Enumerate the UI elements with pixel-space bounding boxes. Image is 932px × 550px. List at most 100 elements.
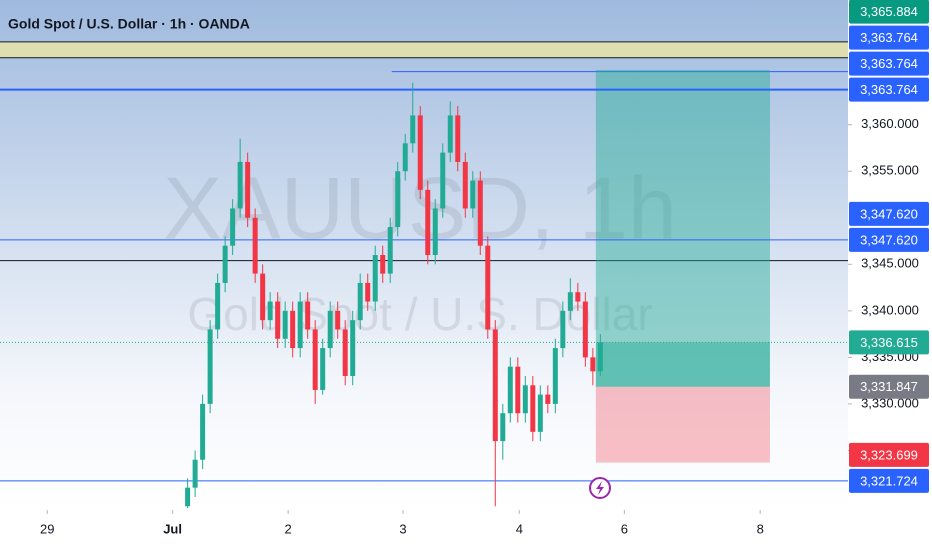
profit-zone (595, 69, 770, 387)
candle-body (522, 385, 528, 414)
candle-body (432, 208, 438, 255)
candle-body (507, 366, 513, 414)
candle-body (447, 115, 453, 153)
x-tick-label: Jul (163, 521, 182, 536)
candle-body (297, 301, 303, 349)
candle-body (582, 301, 588, 358)
x-tick-label: 6 (621, 521, 628, 536)
candle-body (425, 189, 431, 255)
price-label: 3,336.615 (860, 335, 918, 350)
candle-body (237, 161, 243, 209)
candle-body (417, 115, 423, 190)
price-label: 3,323.699 (860, 447, 918, 462)
candle-body (537, 394, 543, 432)
time-axis-background (0, 510, 848, 550)
candle-body (335, 310, 341, 330)
candle-body (372, 255, 378, 302)
candle-body (395, 171, 401, 228)
plot-background (0, 0, 848, 510)
price-label: 3,321.724 (860, 473, 918, 488)
candle-body (185, 487, 191, 507)
candle-body (192, 459, 198, 488)
candle-body (552, 348, 558, 404)
candle-body (575, 292, 581, 302)
candle-body (387, 227, 393, 274)
candle-body (200, 403, 206, 460)
candle-body (485, 245, 491, 330)
x-tick-label: 8 (757, 521, 764, 536)
price-label-box (849, 442, 929, 467)
price-label: 3,347.620 (860, 232, 918, 247)
zone (0, 41, 848, 58)
price-label-box (849, 374, 929, 399)
candle-body (567, 292, 573, 311)
candle-body (515, 366, 521, 414)
price-label-box (849, 227, 929, 252)
candle-body (282, 310, 288, 339)
candle-body (530, 385, 536, 432)
candle-body (260, 273, 266, 321)
price-label-box (849, 0, 929, 24)
price-label: 3,363.764 (860, 82, 918, 97)
candle-body (350, 320, 356, 376)
x-tick-label: 29 (40, 521, 54, 536)
price-label: 3,331.847 (860, 379, 918, 394)
y-tick-label: 3,330.000 (861, 395, 919, 410)
candle-body (402, 143, 408, 172)
price-label-box (849, 468, 929, 493)
candle-body (462, 161, 468, 209)
candle-body (440, 152, 446, 209)
open-profit (595, 342, 770, 387)
price-label-box (849, 330, 929, 355)
candle-body (560, 310, 566, 349)
candle-body (500, 413, 506, 442)
candle-body (305, 301, 311, 330)
y-tick-label: 3,345.000 (861, 256, 919, 271)
candle-body (320, 348, 326, 390)
candle-body (275, 301, 281, 339)
x-tick-label: 3 (399, 521, 406, 536)
candle-body (222, 245, 228, 283)
x-tick-label: 4 (516, 521, 523, 536)
chart-title: Gold Spot / U.S. Dollar · 1h · OANDA (8, 16, 250, 32)
candle-body (290, 310, 296, 349)
price-label-box (849, 25, 929, 50)
candle-body (245, 161, 251, 218)
candle-body (365, 282, 371, 302)
candle-body (455, 115, 461, 162)
candle-body (357, 282, 363, 321)
candle-body (230, 208, 236, 246)
candle-body (590, 357, 596, 372)
axes: 3,325.0003,330.0003,335.0003,340.0003,34… (40, 0, 929, 536)
candle-body (207, 329, 213, 404)
candle-body (342, 329, 348, 376)
candle-body (215, 282, 221, 330)
price-label: 3,363.764 (860, 56, 918, 71)
candle-body (410, 115, 416, 144)
candle-body (545, 394, 551, 404)
candle-body (597, 342, 603, 372)
candle-body (380, 255, 386, 274)
price-label: 3,363.764 (860, 30, 918, 45)
price-label-box (849, 201, 929, 226)
price-label-box (849, 51, 929, 76)
y-tick-label: 3,340.000 (861, 302, 919, 317)
loss-zone (595, 386, 770, 463)
candle-body (312, 329, 318, 390)
x-tick-label: 2 (285, 521, 292, 536)
candle-body (252, 217, 258, 274)
price-label: 3,365.884 (860, 4, 918, 19)
candle-body (327, 310, 333, 349)
price-label-box (849, 77, 929, 102)
alert-bolt (596, 481, 604, 495)
y-tick-label: 3,360.000 (861, 116, 919, 131)
candle-body (492, 329, 498, 442)
alert-icon (589, 477, 611, 499)
price-label: 3,347.620 (860, 206, 918, 221)
candle-body (477, 180, 483, 246)
y-tick-label: 3,355.000 (861, 163, 919, 178)
candle-body (470, 180, 476, 209)
candle-body (267, 301, 273, 321)
plot: XAUUSD, 1h Gold Spot / U.S. Dollar (0, 41, 848, 509)
